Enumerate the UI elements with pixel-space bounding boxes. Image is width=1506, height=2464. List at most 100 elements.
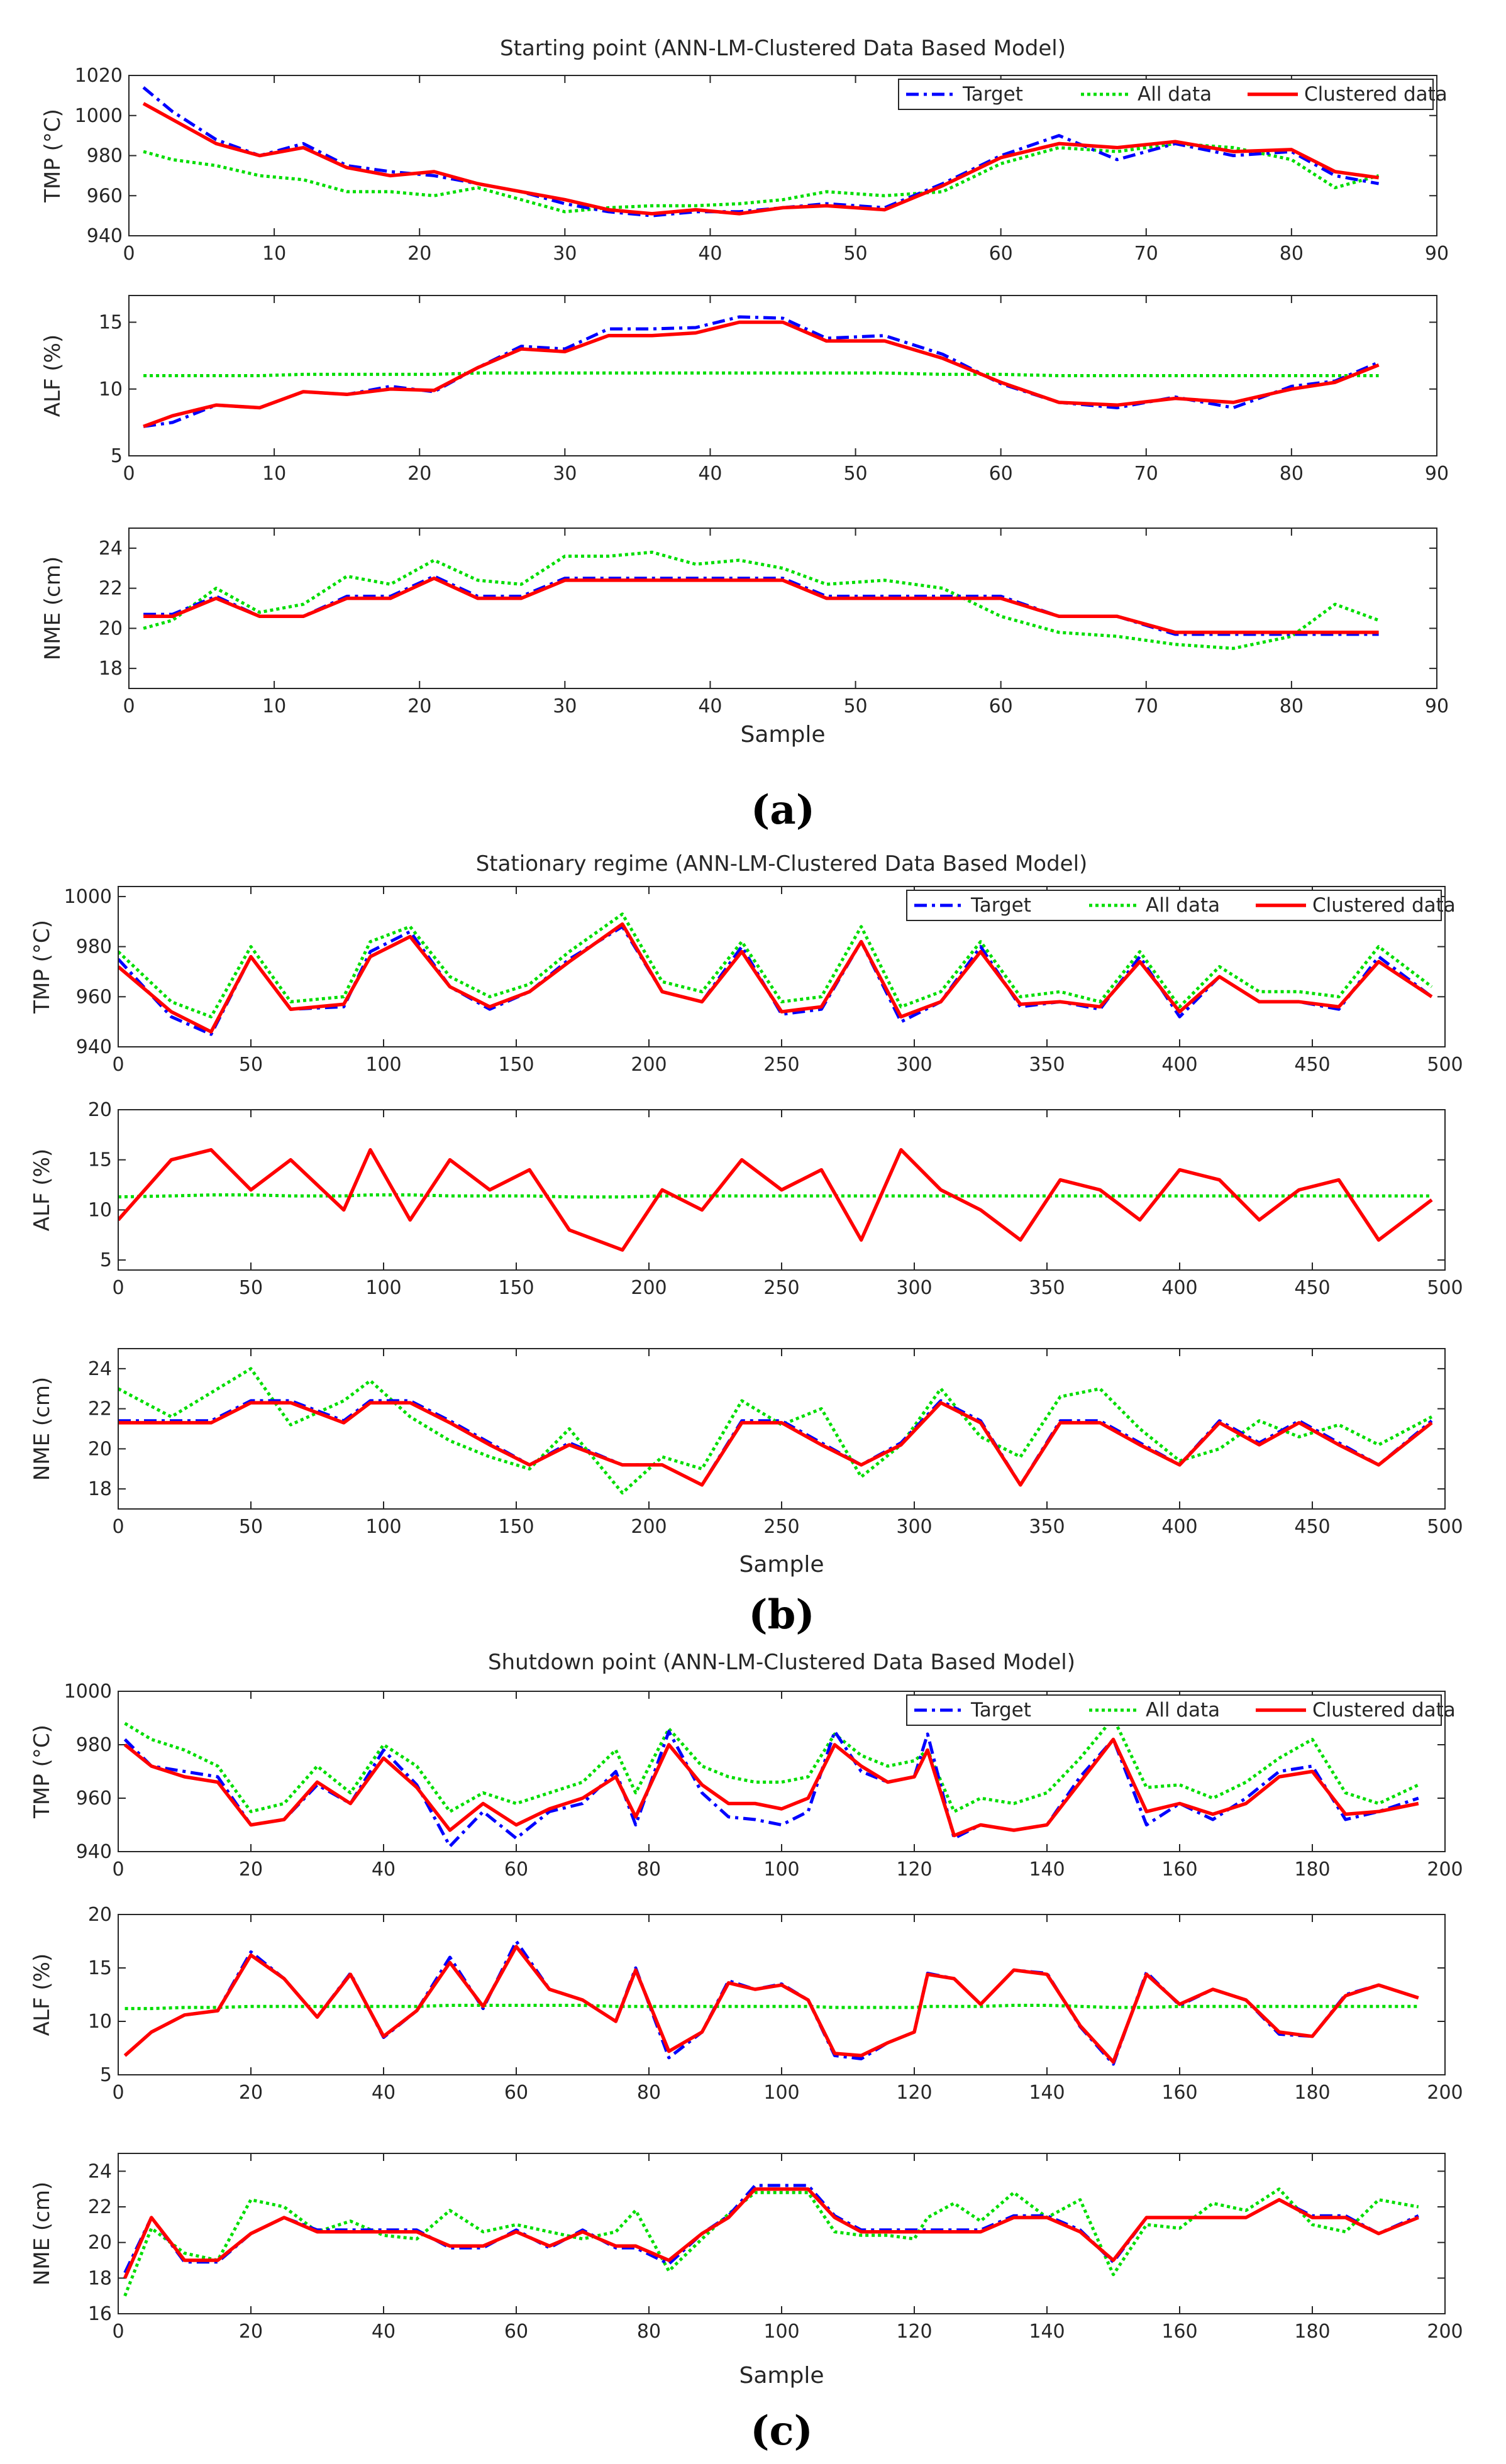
x-tick-label: 500 [1427, 1054, 1463, 1076]
x-tick-label: 90 [1425, 463, 1449, 485]
x-tick-label: 150 [498, 1054, 534, 1076]
panel-caption: (c) [750, 2407, 813, 2455]
x-tick-label: 0 [123, 695, 135, 717]
axes-box [118, 1348, 1446, 1510]
y-tick-label: 1020 [75, 65, 123, 87]
x-tick-label: 120 [896, 2321, 932, 2343]
legend-label: Clustered data [1312, 894, 1456, 917]
x-tick-label: 200 [1427, 1859, 1463, 1881]
legend-box [906, 890, 1442, 921]
x-tick-label: 50 [843, 463, 867, 485]
chart-panel-3: Shutdown point (ANN-LM-Clustered Data Ba… [30, 1650, 1463, 2455]
x-tick-label: 160 [1161, 2321, 1197, 2343]
x-tick-label: 0 [112, 2082, 124, 2104]
y-tick-label: 940 [76, 1841, 112, 1863]
x-tick-label: 50 [843, 695, 867, 717]
subplot-nme: 0 20 40 60 80 100 120 140 160 180 200 16 18 20 22 24 NME… [30, 2153, 1463, 2343]
x-tick-label: 180 [1294, 1859, 1330, 1881]
x-tick-label: 0 [123, 463, 135, 485]
series-line-clustered-data [143, 576, 1379, 634]
y-tick-label: 22 [99, 578, 123, 600]
x-tick-label: 60 [989, 695, 1013, 717]
x-tick-label: 450 [1294, 1054, 1330, 1076]
x-tick-label: 30 [553, 463, 577, 485]
x-tick-label: 100 [763, 2321, 799, 2343]
y-tick-label: 20 [88, 1904, 112, 1926]
y-tick-label: 1000 [64, 886, 112, 908]
x-tick-label: 80 [637, 2321, 661, 2343]
subplot-alf: 0 50 100 150 200 250 300 350 400 450 500 5 10 15 20 ALF… [30, 1099, 1463, 1299]
y-tick-label: 15 [88, 1957, 112, 1979]
series-line-clustered-data [123, 1945, 1419, 2064]
x-tick-label: 200 [1427, 2321, 1463, 2343]
chart-panel-1: Starting point (ANN-LM-Clustered Data Ba… [40, 36, 1449, 834]
legend-label: Target [970, 1699, 1031, 1721]
x-tick-label: 100 [365, 1277, 401, 1299]
x-tick-label: 400 [1161, 1054, 1197, 1076]
x-tick-label: 90 [1425, 695, 1449, 717]
y-tick-label: 980 [76, 1734, 112, 1756]
legend: Target All data Clustered data [898, 79, 1448, 110]
x-tick-label: 20 [239, 2082, 263, 2104]
x-tick-label: 10 [262, 243, 286, 265]
x-tick-label: 100 [365, 1516, 401, 1538]
y-tick-label: 15 [88, 1149, 112, 1171]
x-tick-label: 500 [1427, 1516, 1463, 1538]
x-tick-label: 100 [763, 1859, 799, 1881]
x-tick-label: 100 [365, 1054, 401, 1076]
y-tick-label: 960 [87, 185, 123, 207]
y-tick-label: 24 [88, 2160, 112, 2182]
y-tick-label: 1000 [75, 105, 123, 127]
x-tick-label: 90 [1425, 243, 1449, 265]
y-axis-label: NME (cm) [40, 556, 65, 660]
x-tick-label: 350 [1029, 1054, 1065, 1076]
x-tick-label: 20 [407, 463, 431, 485]
legend-label: All data [1146, 894, 1220, 917]
chart-panel-2: Stationary regime (ANN-LM-Clustered Data… [30, 851, 1463, 1638]
y-tick-label: 18 [88, 2267, 112, 2289]
series-line-all-data [119, 1193, 1432, 1199]
x-tick-label: 50 [239, 1277, 263, 1299]
series-line-clustered-data [119, 1401, 1433, 1487]
x-tick-label: 0 [112, 1054, 124, 1076]
x-tick-label: 150 [498, 1516, 534, 1538]
x-tick-label: 0 [112, 1277, 124, 1299]
series-line-clustered-data [123, 1737, 1419, 1838]
series-line-all-data [143, 141, 1380, 214]
chart-title: Starting point (ANN-LM-Clustered Data Ba… [500, 36, 1066, 61]
y-tick-label: 940 [87, 225, 123, 247]
x-tick-label: 80 [637, 1859, 661, 1881]
y-tick-label: 10 [88, 2011, 112, 2033]
axes-box [128, 528, 1437, 689]
y-tick-label: 22 [88, 1398, 112, 1420]
y-tick-label: 20 [88, 1099, 112, 1121]
x-tick-label: 140 [1029, 2321, 1065, 2343]
x-tick-label: 140 [1029, 1859, 1065, 1881]
subplot-alf: 0 10 20 30 40 50 60 70 80 90 5 10 15 ALF (%) [40, 295, 1449, 485]
x-tick-label: 200 [631, 1277, 667, 1299]
y-tick-label: 5 [111, 445, 123, 467]
x-tick-label: 30 [553, 695, 577, 717]
x-tick-label: 40 [372, 2082, 396, 2104]
x-tick-label: 100 [763, 2082, 799, 2104]
y-tick-label: 15 [99, 312, 123, 334]
chart-title: Stationary regime (ANN-LM-Clustered Data… [476, 851, 1088, 876]
x-axis-label: Sample [739, 1552, 824, 1577]
x-tick-label: 0 [112, 1516, 124, 1538]
x-tick-label: 400 [1161, 1516, 1197, 1538]
x-tick-label: 200 [631, 1054, 667, 1076]
x-tick-label: 50 [239, 1054, 263, 1076]
x-tick-label: 80 [1280, 695, 1304, 717]
x-tick-label: 160 [1161, 1859, 1197, 1881]
x-tick-label: 40 [698, 243, 722, 265]
legend-label: All data [1146, 1699, 1220, 1721]
series-line-clustered-data [142, 102, 1379, 216]
x-tick-label: 250 [763, 1516, 799, 1538]
x-tick-label: 0 [112, 1859, 124, 1881]
y-tick-label: 22 [88, 2196, 112, 2218]
x-tick-label: 300 [896, 1277, 932, 1299]
y-axis-label: TMP (°C) [30, 920, 55, 1014]
y-tick-label: 18 [88, 1478, 112, 1500]
x-tick-label: 200 [1427, 2082, 1463, 2104]
y-axis-label: ALF (%) [30, 1953, 55, 2036]
